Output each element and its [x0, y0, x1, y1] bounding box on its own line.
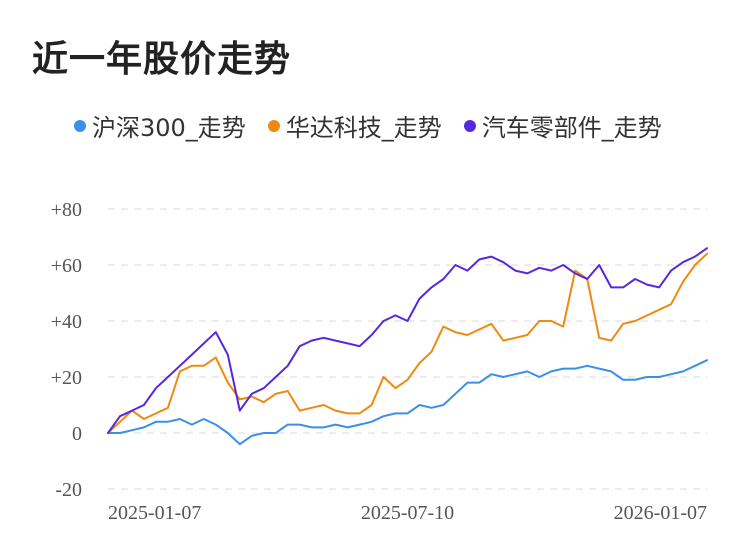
- legend-dot-auto-parts-icon: [463, 119, 476, 132]
- y-tick-label: +40: [51, 311, 82, 333]
- y-tick-label: -20: [55, 479, 82, 501]
- series-line-0: [107, 359, 708, 446]
- x-tick-label: 2026-01-07: [614, 502, 707, 524]
- x-tick-label: 2025-07-10: [361, 502, 454, 524]
- y-tick-label: +60: [51, 255, 82, 277]
- y-tick-label: +20: [51, 367, 82, 389]
- legend-label-huada: 华达科技_走势: [285, 114, 442, 142]
- y-tick-label: 0: [72, 423, 82, 445]
- legend-dot-huada-icon: [267, 119, 280, 132]
- legend-label-auto-parts: 汽车零部件_走势: [481, 114, 662, 142]
- chart-title: 近一年股价走势: [32, 39, 292, 80]
- series-line-2: [107, 247, 708, 434]
- y-tick-label: +80: [51, 199, 82, 221]
- legend-dot-hs300-icon: [74, 119, 86, 132]
- legend-label-hs300: 沪深300_走势: [92, 114, 246, 142]
- legend-item-auto-parts[interactable]: 汽车零部件_走势: [463, 108, 662, 143]
- series-line-1: [107, 252, 708, 434]
- x-tick-label: 2025-01-07: [108, 502, 201, 524]
- legend-item-hs300[interactable]: 沪深300_走势: [74, 108, 246, 143]
- legend: 沪深300_走势 华达科技_走势 汽车零部件_走势: [74, 108, 684, 143]
- legend-item-huada[interactable]: 华达科技_走势: [267, 108, 442, 143]
